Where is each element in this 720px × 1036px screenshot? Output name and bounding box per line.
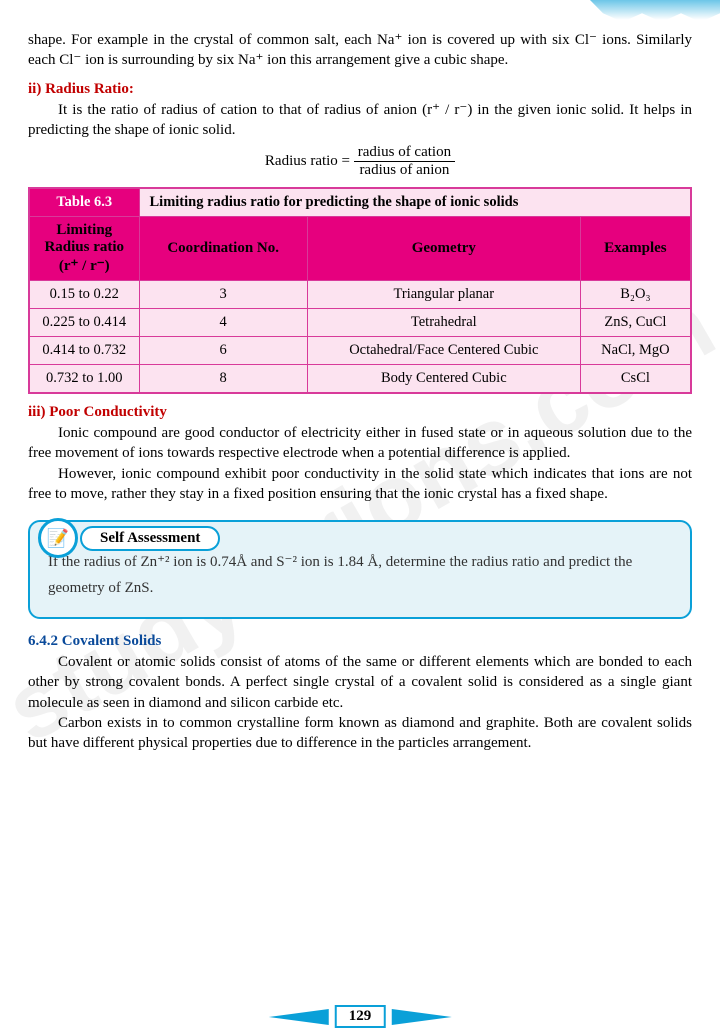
heading-covalent-solids: 6.4.2 Covalent Solids <box>28 633 692 650</box>
table-cell: Body Centered Cubic <box>307 365 580 394</box>
table-cell: B₂O₃ <box>580 281 691 309</box>
table-label: Table 6.3 <box>29 188 139 217</box>
header-decoration <box>590 0 720 22</box>
para-conductivity-2: However, ionic compound exhibit poor con… <box>28 464 692 505</box>
table-cell: 0.15 to 0.22 <box>29 281 139 309</box>
pencil-note-icon: 📝 <box>38 518 78 558</box>
table-cell: 0.414 to 0.732 <box>29 337 139 365</box>
footer-triangle-right-icon <box>391 1009 451 1025</box>
self-assessment-label: Self Assessment <box>80 526 220 551</box>
table-row: 0.414 to 0.732 6 Octahedral/Face Centere… <box>29 337 691 365</box>
formula-numerator: radius of cation <box>354 144 455 162</box>
heading-poor-conductivity: iii) Poor Conductivity <box>28 404 692 421</box>
table-cell: NaCl, MgO <box>580 337 691 365</box>
table-cell: ZnS, CuCl <box>580 309 691 337</box>
table-cell: 0.225 to 0.414 <box>29 309 139 337</box>
table-cell: 0.732 to 1.00 <box>29 365 139 394</box>
table-title: Limiting radius ratio for predicting the… <box>139 188 691 217</box>
self-assessment-block: 📝 Self Assessment If the radius of Zn⁺² … <box>28 520 692 619</box>
table-cell: 8 <box>139 365 307 394</box>
para-covalent-1: Covalent or atomic solids consist of ato… <box>28 652 692 713</box>
radius-ratio-formula: Radius ratio = radius of cation radius o… <box>28 144 692 179</box>
page-content: shape. For example in the crystal of com… <box>28 30 692 753</box>
table-header-row: Limiting Radius ratio (r⁺ / r⁻) Coordina… <box>29 217 691 281</box>
table-header: Coordination No. <box>139 217 307 281</box>
table-header: Limiting Radius ratio (r⁺ / r⁻) <box>29 217 139 281</box>
table-cell: Octahedral/Face Centered Cubic <box>307 337 580 365</box>
table-row: 0.732 to 1.00 8 Body Centered Cubic CsCl <box>29 365 691 394</box>
radius-ratio-table: Table 6.3 Limiting radius ratio for pred… <box>28 187 692 394</box>
page-footer: 129 <box>269 1005 452 1028</box>
table-cell: 4 <box>139 309 307 337</box>
footer-triangle-left-icon <box>269 1009 329 1025</box>
table-header: Examples <box>580 217 691 281</box>
heading-radius-ratio: ii) Radius Ratio: <box>28 81 692 98</box>
intro-paragraph: shape. For example in the crystal of com… <box>28 30 692 71</box>
formula-denominator: radius of anion <box>354 162 455 179</box>
table-row: 0.15 to 0.22 3 Triangular planar B₂O₃ <box>29 281 691 309</box>
table-cell: Tetrahedral <box>307 309 580 337</box>
table-header: Geometry <box>307 217 580 281</box>
para-covalent-2: Carbon exists in to common crystalline f… <box>28 713 692 754</box>
para-radius-ratio: It is the ratio of radius of cation to t… <box>28 100 692 141</box>
page-number: 129 <box>335 1005 386 1028</box>
table-cell: 3 <box>139 281 307 309</box>
table-cell: Triangular planar <box>307 281 580 309</box>
table-cell: 6 <box>139 337 307 365</box>
para-conductivity-1: Ionic compound are good conductor of ele… <box>28 423 692 464</box>
table-title-row: Table 6.3 Limiting radius ratio for pred… <box>29 188 691 217</box>
formula-fraction: radius of cation radius of anion <box>354 144 455 179</box>
table-cell: CsCl <box>580 365 691 394</box>
formula-label: Radius ratio = <box>265 153 350 169</box>
table-row: 0.225 to 0.414 4 Tetrahedral ZnS, CuCl <box>29 309 691 337</box>
